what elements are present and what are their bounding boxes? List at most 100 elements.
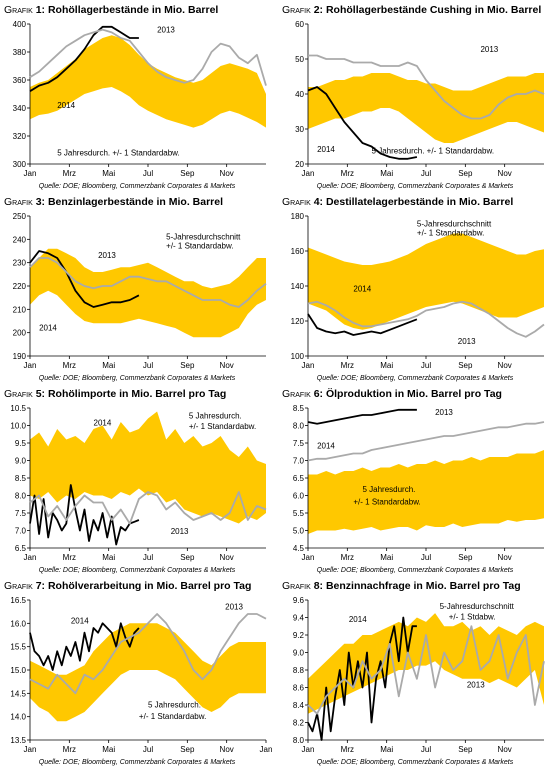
x-tick-label: Mai [380,553,393,562]
chart-panel-2: Grafik 2: Rohöllagerbestände Cushing in … [282,4,548,195]
figure-label: Grafik [4,196,36,208]
y-tick-label: 340 [13,104,27,113]
chart-plot: 6.5 7.0 7.5 8.0 8.5 9.0 9.5 10.0 10.5 Jan Mrz Mai Ju… [10,404,267,562]
figure-label: Grafik [282,580,314,592]
x-tick-label: Mai [102,553,115,562]
chart-panel-7: Grafik 7: Rohölverarbeitung in Mio. Barr… [4,580,272,771]
chart-plot: 13.5 14.0 14.5 15.0 15.5 16.0 16.5 Jan Mrz Mai Jul… [10,596,272,754]
y-tick-label: 9.0 [293,649,305,658]
figure-label: Grafik [4,4,36,16]
figure-number: 7: [35,580,48,592]
chart-annotation: 2014 [317,145,335,154]
x-tick-label: Mrz [63,745,76,754]
chart-annotation: 2014 [317,441,335,450]
y-tick-label: 9.5 [15,439,27,448]
x-tick-label: Mai [102,169,115,178]
x-tick-label: Jan [24,169,37,178]
series-line-2013 [29,491,267,525]
y-tick-label: 14.0 [10,713,26,722]
x-tick-label: Nov [498,361,512,370]
y-tick-label: 50 [295,55,304,64]
chart-annotation: 5-Jahresdurchschnitt [440,602,515,611]
y-tick-label: 7.5 [293,439,305,448]
y-tick-label: 8.5 [15,474,27,483]
figure-label: Grafik [4,580,36,592]
series-line-2013 [307,300,545,338]
x-tick-label: Nov [498,553,512,562]
y-tick-label: 120 [291,317,305,326]
chart-plot: 190 200 210 220 230 240 250 Jan Mrz Mai Jul Sep Nov 2… [13,212,267,370]
x-tick-label: Sep [458,553,473,562]
series-line-2014 [307,616,417,741]
chart-title: Grafik 7: Rohölverarbeitung in Mio. Barr… [4,580,251,592]
x-tick-label: Jul [421,553,431,562]
y-tick-label: 360 [13,76,27,85]
x-tick-label: Jul [421,361,431,370]
x-tick-label: Nov [220,553,234,562]
chart-annotation: 2013 [171,527,189,536]
y-tick-label: 7.5 [15,509,27,518]
band-5yr-avg-stddev [308,450,544,534]
chart-annotation: 2014 [353,284,371,293]
y-tick-label: 9.2 [293,631,305,640]
chart-plot: 8.0 8.2 8.4 8.6 8.8 9.0 9.2 9.4 9.6 Jan Mrz Mai Jul S… [293,596,545,754]
y-tick-label: 40 [295,90,304,99]
figure-title-text: Rohöllagerbestände Cushing in Mio. Barre… [325,4,542,16]
x-tick-label: Mai [380,745,393,754]
chart-title: Grafik 5: Rohölimporte in Mio. Barrel pr… [4,388,226,400]
x-tick-label: Nov [498,745,512,754]
series-line-2013 [29,257,267,308]
x-tick-label: Jan [302,361,315,370]
y-tick-label: 8.0 [293,736,305,745]
x-tick-label: Jan [24,361,37,370]
y-tick-label: 10.5 [10,404,26,413]
x-tick-label: Jan [302,169,315,178]
chart-plot: 20 30 40 50 60 Jan Mrz Mai Jul Sep Nov 2013 2014 5 Ja… [295,20,545,178]
chart-title: Grafik 3: Benzinlagerbestände in Mio. Ba… [4,196,223,208]
series-line-2014 [307,313,418,336]
y-tick-label: 4.5 [293,544,305,553]
y-tick-label: 13.5 [10,736,26,745]
chart-title: Grafik 6: Ölproduktion in Mio. Barrel pr… [282,388,502,400]
y-tick-label: 250 [13,212,27,221]
y-tick-label: 15.0 [10,666,26,675]
x-tick-label: Mrz [341,361,354,370]
chart-title: Grafik 2: Rohöllagerbestände Cushing in … [282,4,541,16]
y-tick-label: 6.5 [15,544,27,553]
y-tick-label: 6.0 [293,492,305,501]
chart-source: Quelle: DOE; Bloomberg, Commerzbank Corp… [316,759,514,766]
series-line-2013 [308,54,545,120]
y-tick-label: 7.0 [293,457,305,466]
y-tick-label: 240 [13,235,27,244]
y-tick-label: 400 [13,20,27,29]
chart-source: Quelle: DOE; Bloomberg, Commerzbank Corp… [316,375,514,382]
y-tick-label: 15.5 [10,643,26,652]
figure-number: 8: [313,580,326,592]
chart-plot: 300 320 340 360 380 400 Jan Mrz Mai Jul Sep Nov 2013… [13,20,267,178]
figure-number: 1: [35,4,48,16]
chart-annotation: 2014 [57,101,75,110]
chart-annotation: 5-Jahresdurchschnitt [166,232,241,241]
x-tick-label: Mrz [341,745,354,754]
y-tick-label: 100 [291,352,305,361]
y-tick-label: 5.0 [293,527,305,536]
figure-label: Grafik [282,388,314,400]
figure-title-text: Rohölimporte in Mio. Barrel pro Tag [47,388,227,400]
series-line-2014 [29,484,140,546]
chart-panel-1: Grafik 1: Rohöllagerbestände in Mio. Bar… [4,4,270,195]
x-tick-label: Nov [498,169,512,178]
chart-annotation: 2014 [39,323,57,332]
series-line-2013 [307,625,545,715]
y-tick-label: 8.0 [15,492,27,501]
y-tick-label: 190 [13,352,27,361]
x-tick-label: Mai [380,361,393,370]
figure-title-text: Rohölverarbeitung in Mio. Barrel pro Tag [47,580,252,592]
chart-source: Quelle: DOE; Bloomberg, Commerzbank Corp… [38,375,236,382]
series-line-2013 [29,28,267,86]
band-5yr-avg-stddev [308,613,544,714]
figure-label: Grafik [282,4,314,16]
chart-annotation: 2013 [467,681,485,690]
chart-annotation: +/- 1 Standardabw. [353,497,420,506]
chart-title: Grafik 1: Rohöllagerbestände in Mio. Bar… [4,4,218,16]
y-tick-label: 5.5 [293,509,305,518]
